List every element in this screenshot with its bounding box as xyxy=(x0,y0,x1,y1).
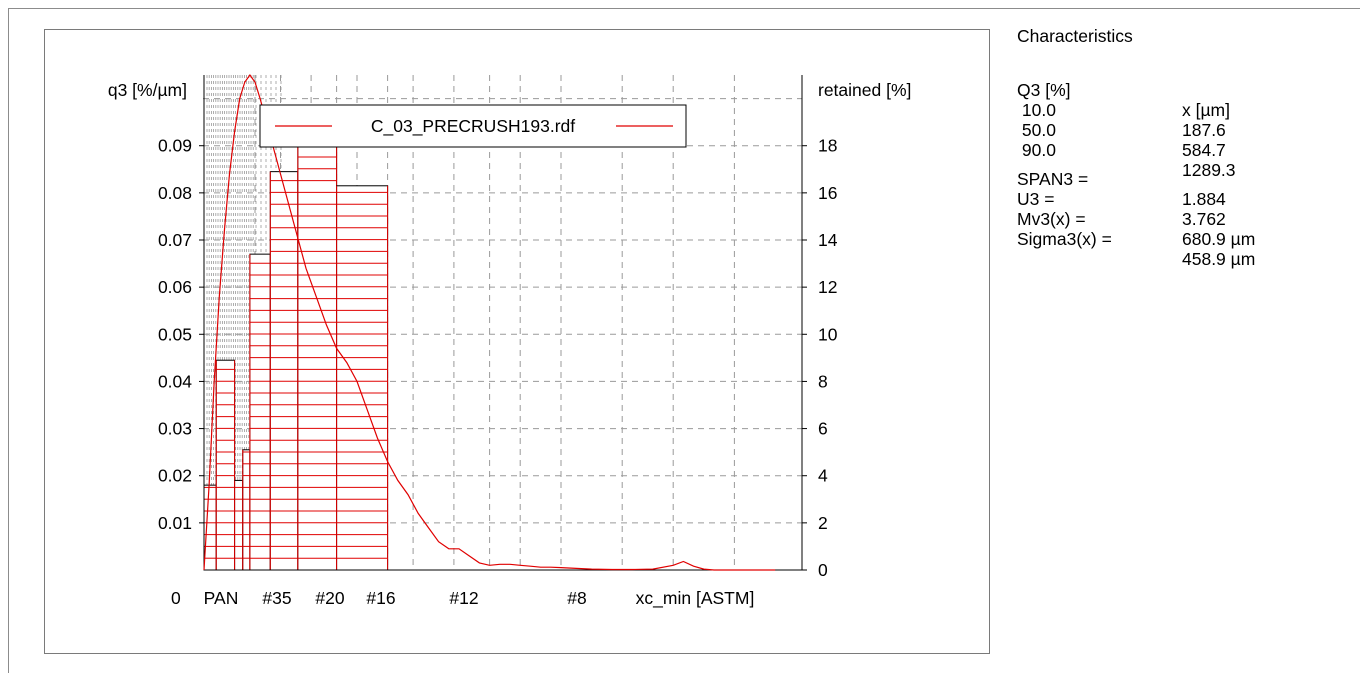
y-tick-label-right: 16 xyxy=(818,183,837,203)
q3-row: 50.0 584.7 xyxy=(1017,100,1226,160)
y-tick-label-left: 0.03 xyxy=(158,419,192,439)
stat-value: 680.9 µm xyxy=(1182,229,1256,249)
chart-panel: 0.01 0.02 0.03 0.04 0.05 0.06 0.07 0.08 0.09 0 2 4 6… xyxy=(44,29,990,654)
bar xyxy=(203,484,217,571)
legend-label: C_03_PRECRUSH193.rdf xyxy=(371,116,575,137)
x-tick-label: PAN xyxy=(204,588,239,608)
x-tick-label: #12 xyxy=(449,588,478,608)
y-tick-label-right: 14 xyxy=(818,230,838,250)
q3-row: 10.0 187.6 xyxy=(1017,80,1226,140)
y-tick-label-left: 0.06 xyxy=(158,277,192,297)
stat-row-u3: U3 = 3.762 xyxy=(1017,169,1226,229)
x-axis-label: xc_min [ASTM] xyxy=(636,588,755,609)
header-q3: Q3 [%] xyxy=(1017,80,1071,100)
bar xyxy=(234,479,244,571)
particle-size-chart: 0.01 0.02 0.03 0.04 0.05 0.06 0.07 0.08 0.09 0 2 4 6… xyxy=(108,73,911,609)
stat-label: U3 = xyxy=(1017,189,1055,209)
stat-value: 1.884 xyxy=(1182,189,1226,209)
q3-value: 10.0 xyxy=(1017,100,1056,120)
bar xyxy=(336,185,389,571)
header-x: x [µm] xyxy=(1182,100,1230,120)
stat-row-mv3: Mv3(x) = 680.9 µm xyxy=(1017,189,1255,249)
y-tick-label-right: 4 xyxy=(818,466,828,486)
characteristics-title: Characteristics xyxy=(1017,26,1133,46)
characteristics-header: Q3 [%] x [µm] xyxy=(1017,60,1230,120)
y-tick-label-right: 12 xyxy=(818,277,837,297)
density-curve xyxy=(203,73,776,571)
bar xyxy=(297,112,338,571)
y-tick-label-left: 0.08 xyxy=(158,183,192,203)
stat-label: Mv3(x) = xyxy=(1017,209,1086,229)
y-tick-label-left: 0.01 xyxy=(158,513,192,533)
y-tick-label-right: 18 xyxy=(818,136,837,156)
y-axis-label-right: retained [%] xyxy=(818,80,911,100)
bar xyxy=(242,449,251,571)
stat-label: Sigma3(x) = xyxy=(1017,229,1112,249)
bar xyxy=(269,171,299,571)
x-tick-label: #8 xyxy=(567,588,586,608)
y-tick-label-right: 8 xyxy=(818,371,828,391)
stat-value: 3.762 xyxy=(1182,209,1226,229)
x-tick-label: #20 xyxy=(315,588,344,608)
q3-value: 90.0 xyxy=(1017,140,1056,160)
stat-row-sigma3: Sigma3(x) = 458.9 µm xyxy=(1017,209,1255,269)
stat-row-span3: SPAN3 = 1.884 xyxy=(1017,149,1226,209)
y-tick-label-left: 0.09 xyxy=(158,136,192,156)
q3-value: 50.0 xyxy=(1017,120,1056,140)
y-axis-label-left: q3 [%/µm] xyxy=(108,80,187,100)
bar xyxy=(215,359,236,571)
x-tick-label: #16 xyxy=(366,588,395,608)
q3-row: 90.0 1289.3 xyxy=(1017,120,1236,180)
characteristics-panel: Characteristics Q3 [%] x [µm] 10.0 187.6… xyxy=(1017,26,1255,269)
y-tick-label-left: 0.07 xyxy=(158,230,192,250)
y-tick-label-left: 0.05 xyxy=(158,324,192,344)
window-frame xyxy=(8,8,1360,673)
y-tick-label-right: 0 xyxy=(818,560,828,580)
y-tick-label-right: 10 xyxy=(818,324,838,344)
x-origin-label: 0 xyxy=(171,588,181,608)
y-tick-label-right: 2 xyxy=(818,513,828,533)
x-value: 1289.3 xyxy=(1182,160,1236,180)
y-tick-label-left: 0.02 xyxy=(158,466,192,486)
y-tick-label-left: 0.04 xyxy=(158,371,192,391)
stat-label: SPAN3 = xyxy=(1017,169,1089,189)
x-value: 187.6 xyxy=(1182,120,1226,140)
y-tick-label-right: 6 xyxy=(818,419,828,439)
x-tick-label: #35 xyxy=(262,588,291,608)
x-value: 584.7 xyxy=(1182,140,1226,160)
stat-value: 458.9 µm xyxy=(1182,249,1256,269)
